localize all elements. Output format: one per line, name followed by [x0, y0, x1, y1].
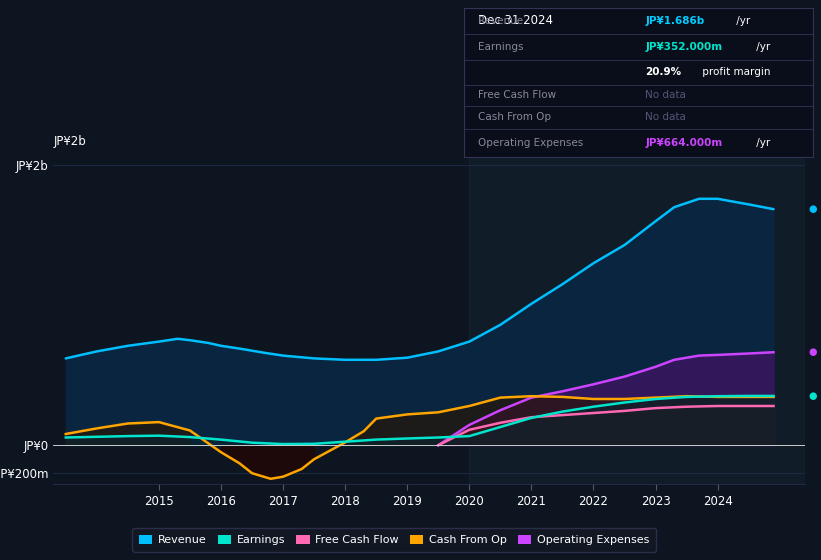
Text: Dec 31 2024: Dec 31 2024	[478, 15, 553, 27]
Text: 20.9%: 20.9%	[645, 67, 681, 77]
Text: Operating Expenses: Operating Expenses	[478, 138, 583, 148]
Text: ●: ●	[809, 204, 817, 214]
Text: Revenue: Revenue	[478, 16, 523, 26]
Bar	[470, 151, 821, 484]
Text: ●: ●	[809, 391, 817, 401]
Text: Cash From Op: Cash From Op	[478, 112, 551, 122]
Text: JP¥2b: JP¥2b	[53, 136, 86, 148]
Text: Earnings: Earnings	[478, 42, 523, 52]
Text: profit margin: profit margin	[699, 67, 771, 77]
Text: /yr: /yr	[753, 42, 770, 52]
Text: ●: ●	[809, 347, 817, 357]
Text: No data: No data	[645, 112, 686, 122]
Text: No data: No data	[645, 90, 686, 100]
Text: JP¥352.000m: JP¥352.000m	[645, 42, 722, 52]
Text: JP¥664.000m: JP¥664.000m	[645, 138, 722, 148]
Text: /yr: /yr	[733, 16, 750, 26]
Text: JP¥1.686b: JP¥1.686b	[645, 16, 704, 26]
Text: Free Cash Flow: Free Cash Flow	[478, 90, 556, 100]
Legend: Revenue, Earnings, Free Cash Flow, Cash From Op, Operating Expenses: Revenue, Earnings, Free Cash Flow, Cash …	[132, 528, 656, 552]
Text: /yr: /yr	[753, 138, 770, 148]
